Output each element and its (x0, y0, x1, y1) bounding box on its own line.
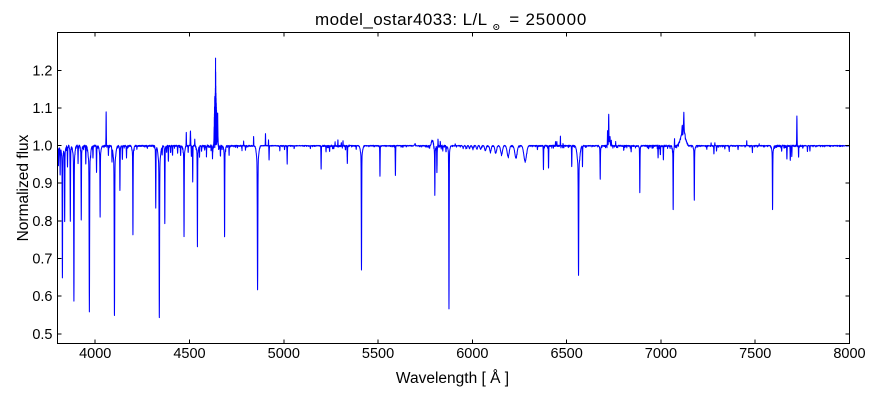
svg-text:5500: 5500 (362, 346, 394, 362)
svg-text:6000: 6000 (456, 346, 488, 362)
svg-text:8000: 8000 (833, 346, 865, 362)
svg-text:Wavelength [ Å ]: Wavelength [ Å ] (396, 370, 509, 387)
svg-text:Normalized flux: Normalized flux (15, 134, 32, 241)
svg-text:7000: 7000 (645, 346, 677, 362)
svg-text:7500: 7500 (739, 346, 771, 362)
svg-text:1.1: 1.1 (32, 101, 52, 117)
svg-text:4500: 4500 (173, 346, 205, 362)
svg-text:5000: 5000 (268, 346, 300, 362)
svg-text:4000: 4000 (79, 346, 111, 362)
svg-text:0.5: 0.5 (32, 327, 52, 343)
svg-text:1.2: 1.2 (32, 63, 52, 79)
svg-text:6500: 6500 (551, 346, 583, 362)
svg-text:1.0: 1.0 (32, 139, 52, 155)
svg-text:0.6: 0.6 (32, 289, 52, 305)
svg-text:0.9: 0.9 (32, 176, 52, 192)
svg-text:0.7: 0.7 (32, 251, 52, 267)
svg-text:= 250000: = 250000 (509, 10, 587, 29)
svg-text:0.8: 0.8 (32, 214, 52, 230)
svg-text:model_ostar4033: L/L: model_ostar4033: L/L (315, 10, 487, 29)
